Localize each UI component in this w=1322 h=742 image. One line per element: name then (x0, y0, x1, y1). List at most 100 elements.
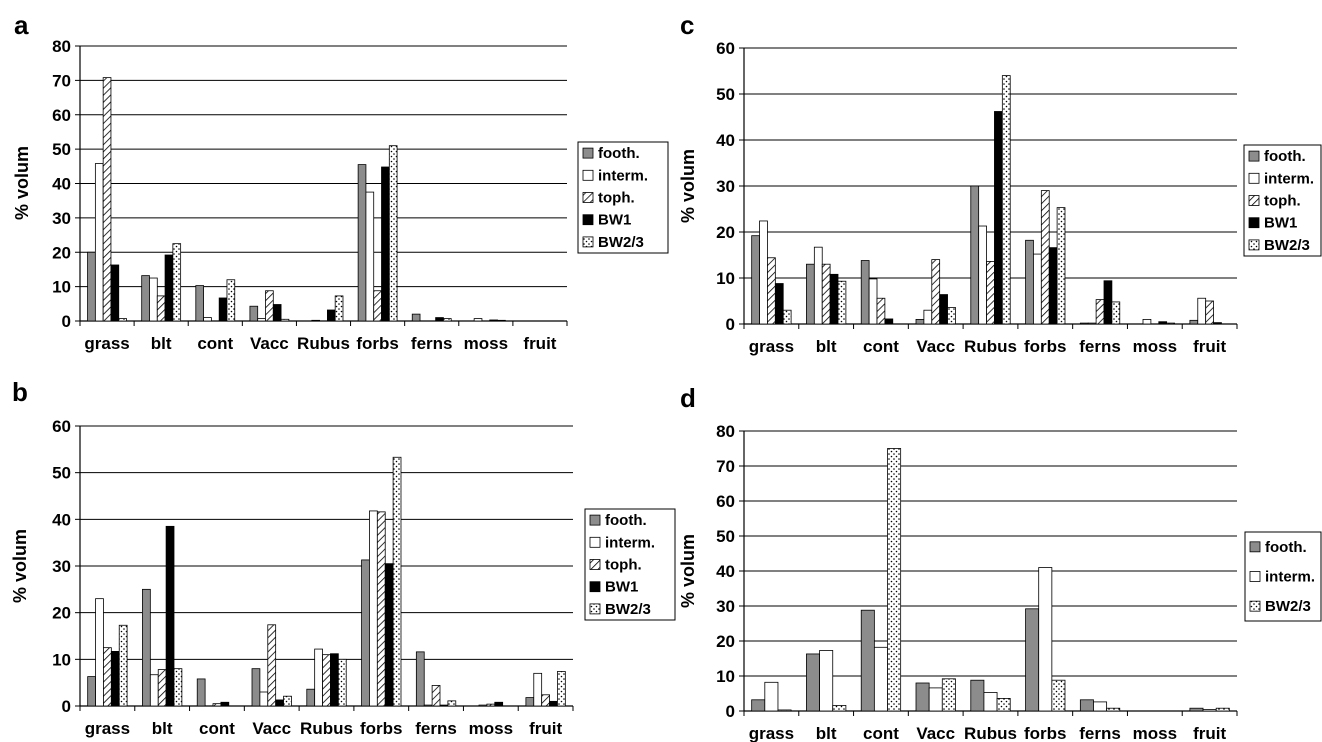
x-category-label: blt (151, 334, 172, 353)
bar-footh-Vacc (249, 305, 259, 322)
bar-toph-grass (103, 647, 112, 707)
bar-BW1-grass (110, 651, 120, 707)
bar-toph-moss (486, 703, 496, 707)
bar-BW23-Vacc (283, 695, 292, 707)
x-category-label: moss (469, 719, 513, 738)
bar-interm-ferns (1093, 701, 1108, 712)
x-category-label: cont (863, 337, 899, 356)
bar-footh-ferns (415, 651, 425, 707)
bar-footh-ferns (1079, 699, 1094, 712)
y-tick-label: 0 (62, 312, 71, 331)
bar-BW23-grass (118, 318, 127, 322)
bar-BW1-Vacc (939, 294, 948, 325)
bar-interm-fruit (1202, 709, 1217, 712)
bar-BW1-blt (164, 254, 174, 322)
bar-footh-Rubus (970, 679, 985, 712)
bar-toph-grass (767, 257, 776, 325)
x-category-label: grass (84, 334, 129, 353)
bar-footh-Rubus (970, 185, 980, 325)
bar-BW23-blt (837, 280, 847, 325)
y-tick-label: 10 (52, 650, 71, 669)
x-category-label: Vacc (252, 719, 291, 738)
bar-toph-cont (876, 297, 886, 325)
x-category-label: ferns (1079, 337, 1121, 356)
y-tick-label: 70 (716, 457, 735, 476)
bar-toph-grass (102, 77, 112, 322)
x-category-label: cont (199, 719, 235, 738)
bar-interm-Rubus (311, 319, 321, 322)
bar-BW23-moss (1166, 322, 1175, 325)
bar-BW1-Rubus (330, 653, 339, 707)
chart-panel-b: b 0 10 20 30 40 50 60 % volum grass blt cont Vacc Rub… (10, 377, 676, 738)
panel-letter: b (12, 377, 28, 407)
y-tick-label: 0 (726, 315, 735, 334)
bar-footh-cont (196, 678, 206, 707)
bar-toph-Rubus (986, 261, 995, 325)
bar-BW1-forbs (381, 166, 390, 322)
bar-BW23-Vacc (947, 307, 956, 325)
y-axis-label: % volum (678, 534, 698, 608)
bar-interm-forbs (369, 510, 378, 707)
y-tick-label: 60 (716, 492, 735, 511)
legend-swatch (589, 581, 601, 593)
bar-BW23-Rubus (334, 295, 344, 322)
panel-letter: a (14, 10, 29, 40)
bar-interm-fruit (533, 672, 543, 707)
x-category-label: fruit (1193, 724, 1226, 742)
bar-BW23-forbs (1051, 679, 1066, 712)
bar-BW1-blt (165, 525, 175, 707)
bar-BW23-forbs (1056, 207, 1066, 325)
legend-swatch (582, 214, 594, 226)
bar-BW23-blt (832, 705, 847, 712)
panel-letter: d (680, 383, 696, 413)
x-category-label: cont (197, 334, 233, 353)
bar-BW1-blt (829, 273, 839, 325)
bar-interm-moss (1142, 318, 1152, 325)
bar-footh-ferns (411, 313, 421, 322)
x-category-label: moss (1133, 724, 1177, 742)
x-category-label: forbs (1024, 337, 1067, 356)
bar-toph-ferns (1095, 299, 1105, 325)
bar-interm-Rubus (314, 648, 323, 707)
legend-label: toph. (598, 190, 635, 207)
bar-interm-grass (764, 681, 779, 712)
y-tick-label: 20 (716, 223, 735, 242)
bar-interm-Vacc (259, 691, 269, 707)
x-category-label: Rubus (300, 719, 353, 738)
bar-footh-fruit (1189, 319, 1199, 325)
x-category-label: moss (464, 334, 508, 353)
y-tick-label: 70 (52, 71, 71, 90)
bar-BW23-forbs (388, 145, 398, 322)
x-category-label: blt (816, 337, 837, 356)
legend-swatch (1248, 150, 1260, 162)
y-tick-label: 40 (52, 510, 71, 529)
bar-toph-forbs (373, 290, 382, 322)
bar-interm-grass (759, 220, 768, 325)
bar-interm-blt (813, 246, 823, 325)
bar-toph-cont (212, 703, 222, 707)
legend-label: footh. (1264, 148, 1306, 165)
legend-swatch (582, 147, 594, 159)
legend-swatch (589, 536, 601, 548)
bar-BW1-grass (110, 264, 120, 322)
y-tick-label: 0 (726, 702, 735, 721)
bar-footh-blt (806, 653, 820, 712)
bar-footh-blt (142, 588, 151, 707)
bar-BW23-Vacc (280, 318, 290, 322)
bar-footh-Vacc (915, 318, 925, 325)
bar-interm-forbs (365, 191, 375, 322)
bar-BW1-Vacc (272, 304, 282, 322)
bar-toph-fruit (1205, 300, 1214, 325)
chart-panel-d: d 0 10 20 30 40 50 60 70 80 % volum grass blt cont Vac… (678, 383, 1322, 742)
bar-toph-Vacc (265, 290, 274, 322)
bar-BW1-grass (774, 283, 784, 325)
bar-interm-Rubus (978, 225, 987, 325)
bar-BW23-fruit (557, 671, 566, 707)
bar-toph-fruit (541, 694, 550, 707)
legend-label: interm. (605, 534, 655, 551)
bar-BW23-cont (226, 279, 236, 322)
bar-BW23-Rubus (996, 698, 1011, 712)
x-category-label: Vacc (916, 337, 955, 356)
x-category-label: cont (863, 724, 899, 742)
legend-swatch (1248, 172, 1260, 184)
